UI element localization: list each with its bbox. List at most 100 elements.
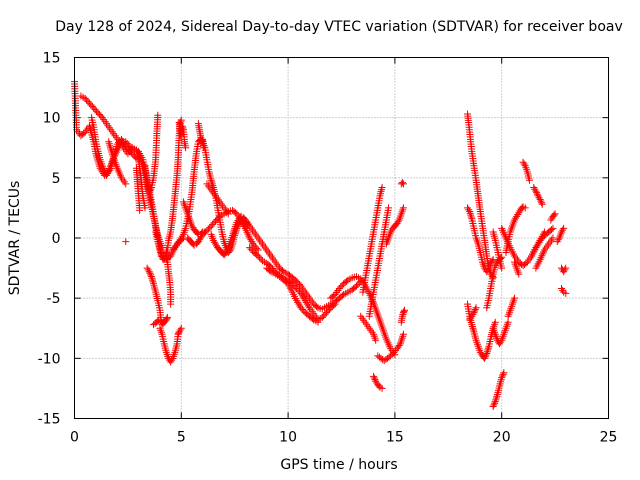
data-point bbox=[167, 300, 175, 308]
data-point bbox=[295, 300, 303, 308]
data-point bbox=[558, 285, 566, 293]
data-point bbox=[167, 358, 175, 366]
series-sat-am bbox=[489, 228, 506, 272]
data-point bbox=[99, 164, 107, 172]
data-point bbox=[521, 204, 529, 212]
data-point bbox=[342, 277, 350, 285]
data-point bbox=[83, 96, 91, 104]
data-point bbox=[476, 348, 484, 356]
data-point bbox=[254, 252, 262, 260]
series-sat-ax bbox=[558, 264, 570, 276]
data-point bbox=[390, 348, 398, 356]
data-point bbox=[230, 228, 238, 236]
data-point bbox=[123, 144, 131, 152]
data-point bbox=[210, 219, 218, 227]
data-point bbox=[147, 273, 155, 281]
axes: 0 5 10 15 20 25 -15 -10 -5 0 5 10 15 bbox=[38, 51, 618, 446]
data-point bbox=[197, 234, 205, 242]
data-point bbox=[321, 310, 329, 318]
data-point bbox=[511, 216, 519, 224]
data-point bbox=[211, 217, 219, 225]
data-point bbox=[143, 264, 151, 272]
series-sat-n bbox=[175, 118, 190, 152]
data-point bbox=[95, 110, 103, 118]
data-point bbox=[398, 179, 406, 187]
data-point bbox=[491, 318, 499, 326]
data-point bbox=[149, 278, 157, 286]
data-point bbox=[538, 235, 546, 243]
series-sat-at bbox=[528, 224, 557, 260]
data-point bbox=[231, 209, 239, 217]
data-point bbox=[177, 234, 185, 242]
data-point bbox=[481, 353, 489, 361]
data-point bbox=[251, 243, 259, 251]
data-point bbox=[303, 300, 311, 308]
data-point bbox=[278, 266, 286, 274]
data-point bbox=[126, 147, 134, 155]
data-point bbox=[147, 185, 155, 193]
data-point bbox=[491, 262, 499, 270]
data-point bbox=[250, 241, 258, 249]
data-point bbox=[308, 315, 316, 323]
data-point bbox=[401, 306, 409, 314]
data-point bbox=[533, 190, 541, 198]
data-point bbox=[229, 232, 237, 240]
data-marks bbox=[71, 78, 570, 410]
data-point bbox=[229, 230, 237, 238]
data-point bbox=[222, 248, 230, 256]
data-point bbox=[200, 144, 208, 152]
series-sat-aw bbox=[553, 224, 568, 246]
data-point bbox=[159, 318, 167, 326]
series-sat-ab bbox=[374, 330, 407, 365]
data-point bbox=[561, 266, 569, 274]
data-point bbox=[560, 268, 568, 276]
x-axis-label: GPS time / hours bbox=[280, 457, 397, 473]
data-point bbox=[471, 307, 479, 315]
data-point bbox=[531, 185, 539, 193]
data-point bbox=[93, 107, 101, 115]
series-sat-f bbox=[132, 164, 144, 214]
data-point bbox=[146, 269, 154, 277]
data-point bbox=[372, 377, 380, 385]
y-tick-label: 5 bbox=[52, 171, 61, 187]
series-sat-t bbox=[241, 216, 365, 313]
data-point bbox=[470, 309, 478, 317]
data-point bbox=[490, 401, 498, 409]
data-point bbox=[103, 171, 111, 179]
data-point bbox=[512, 214, 520, 222]
data-point bbox=[85, 99, 93, 107]
data-point bbox=[399, 330, 407, 338]
x-tick-label: 20 bbox=[493, 430, 511, 446]
data-point bbox=[468, 322, 476, 330]
data-point bbox=[127, 149, 135, 157]
data-point bbox=[530, 183, 538, 191]
data-point bbox=[559, 226, 567, 234]
data-point bbox=[195, 236, 203, 244]
data-point bbox=[562, 289, 570, 297]
data-point bbox=[534, 192, 542, 200]
data-point bbox=[253, 244, 261, 252]
data-point bbox=[320, 312, 328, 320]
data-point bbox=[370, 372, 378, 380]
data-point bbox=[246, 234, 254, 242]
data-point bbox=[300, 295, 308, 303]
data-point bbox=[387, 228, 395, 236]
series-sat-y bbox=[359, 183, 386, 296]
data-point bbox=[175, 328, 183, 336]
data-point bbox=[210, 238, 218, 246]
data-point bbox=[550, 211, 558, 219]
y-axis-label: SDTVAR / TECUs bbox=[7, 181, 23, 296]
y-tick-label: -15 bbox=[38, 412, 61, 428]
data-point bbox=[499, 370, 507, 378]
data-point bbox=[536, 195, 544, 203]
data-point bbox=[148, 276, 156, 284]
series-sat-ae bbox=[397, 179, 407, 188]
data-point bbox=[492, 394, 500, 402]
data-point bbox=[491, 398, 499, 406]
data-point bbox=[483, 350, 491, 358]
data-point bbox=[400, 307, 408, 315]
data-point bbox=[387, 352, 395, 360]
data-point bbox=[122, 238, 130, 246]
data-point bbox=[207, 176, 215, 184]
data-point bbox=[498, 372, 506, 380]
